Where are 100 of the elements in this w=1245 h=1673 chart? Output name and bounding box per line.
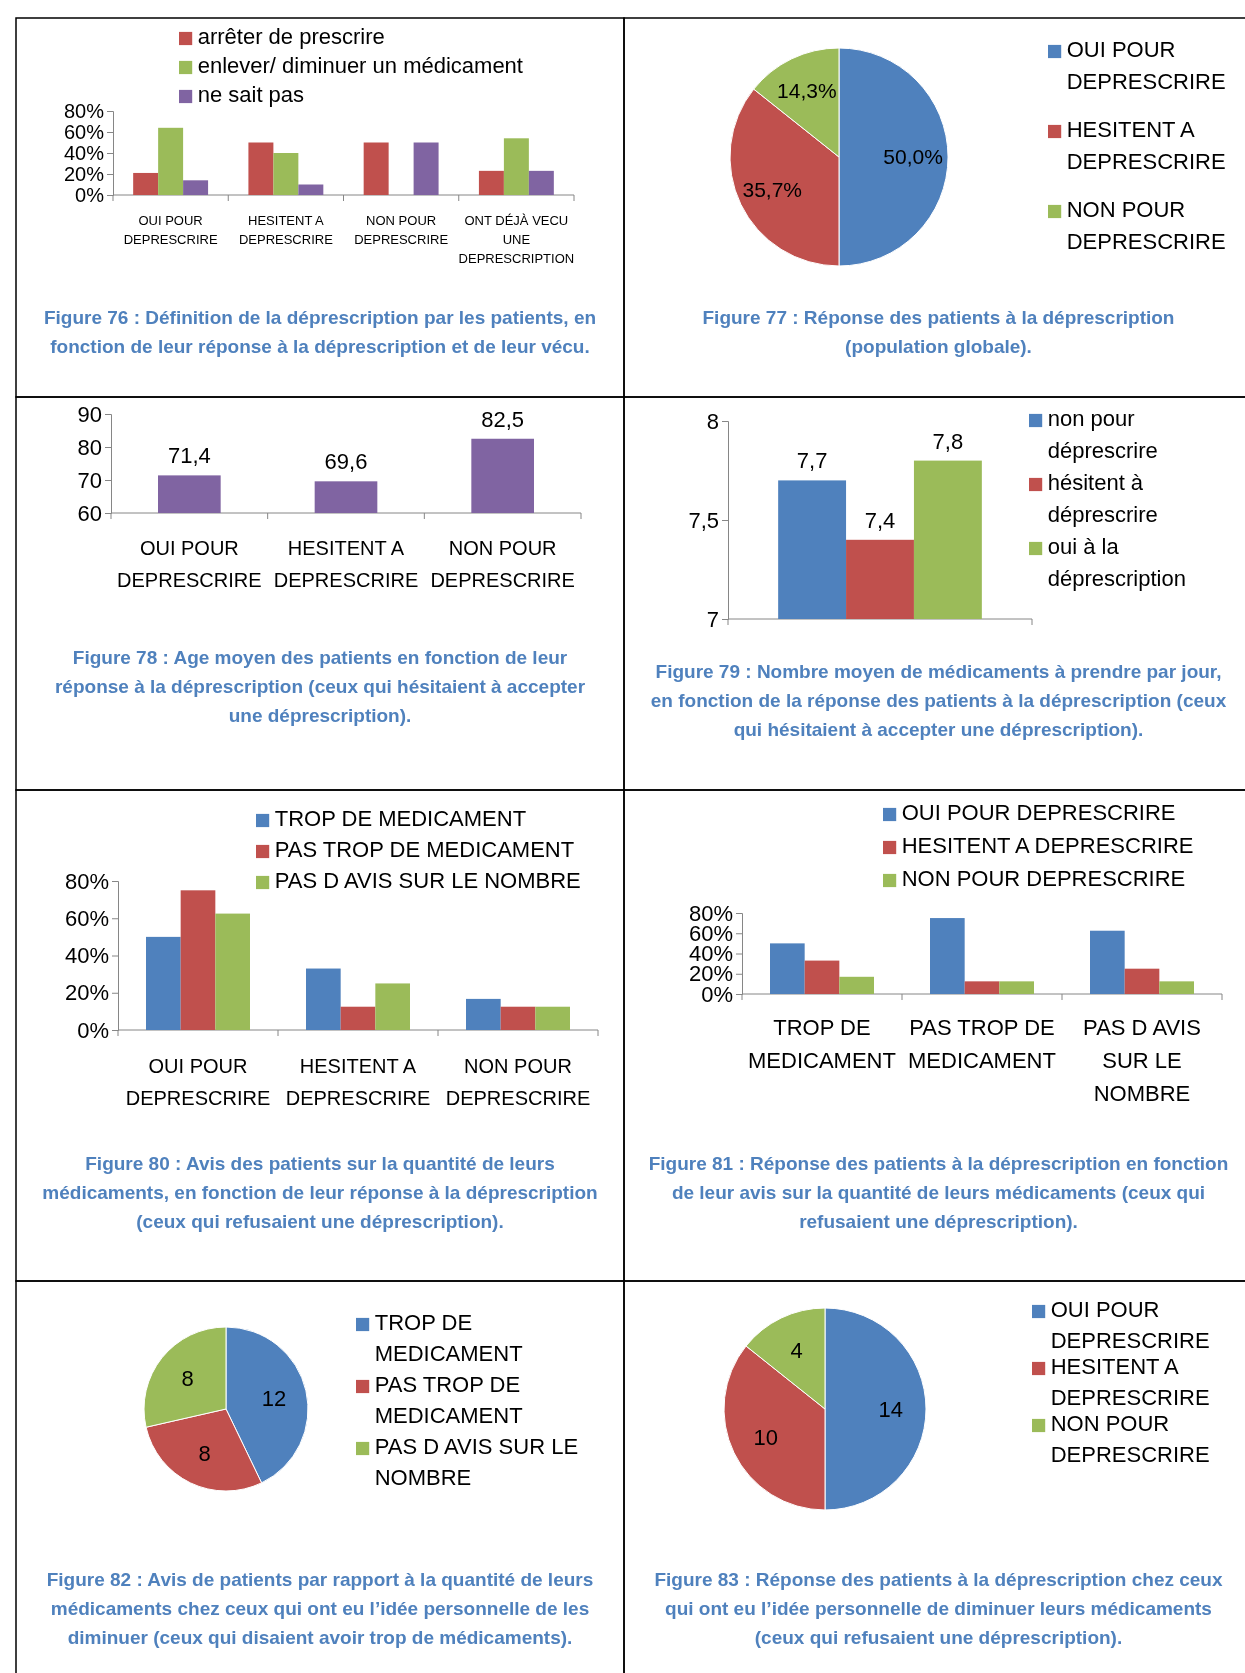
bar xyxy=(158,127,184,195)
y-tick-label: 8 xyxy=(706,408,719,434)
y-tick-label: 80% xyxy=(64,868,109,894)
legend-label: PAS TROP DE MEDICAMENT xyxy=(374,1372,523,1428)
y-tick-label: 40% xyxy=(64,943,109,969)
y-tick-label: 60% xyxy=(64,905,109,931)
data-label: 4 xyxy=(790,1337,803,1363)
bar xyxy=(500,1006,536,1030)
bar xyxy=(839,976,874,994)
data-label: 14,3% xyxy=(777,78,837,102)
bar xyxy=(413,142,439,195)
bar xyxy=(770,943,805,994)
legend-label: ne sait pas xyxy=(197,82,305,107)
text: Figure 79 : Nombre moyen de médicaments à prendre par jour, en fonction de la réponse des patients à la déprescription (ceux qui hésitaient à accepter une déprescription). xyxy=(650,661,1227,740)
legend-label: HESITENT A DEPRESCRIRE xyxy=(1050,1354,1210,1410)
y-tick-label: 70 xyxy=(77,467,102,493)
x-tick-label: TROP DE MEDICAMENT xyxy=(748,1015,896,1073)
bar xyxy=(478,170,504,195)
x-tick-label: HESITENT A DEPRESCRIRE xyxy=(273,537,419,591)
bar xyxy=(306,968,341,1030)
text: Figure 81 : Réponse des patients à la déprescription en fonction de leur avis sur la quantité de leurs médicaments (ceux qui refusaient une déprescription). xyxy=(648,1153,1229,1232)
legend-label: HESITENT A DEPRESCRIRE xyxy=(1066,117,1226,174)
data-label: 14 xyxy=(878,1396,903,1422)
data-label: 12 xyxy=(261,1385,287,1411)
data-label: 35,7% xyxy=(742,177,803,201)
text: Figure 82 : Avis de patients par rapport à la quantité de leurs médicaments chez ceux qui ont eu l’idée personnelle de les diminuer (ceux qui disaient avoir trop de médicaments). xyxy=(46,1569,594,1648)
x-tick-label: HESITENT A DEPRESCRIRE xyxy=(238,213,334,247)
bar xyxy=(215,913,250,1030)
bar xyxy=(535,1006,570,1030)
data-label: 69,6 xyxy=(324,449,368,475)
bar xyxy=(930,918,965,994)
y-tick-label: 7,5 xyxy=(688,507,719,533)
bar xyxy=(1159,981,1194,994)
bar xyxy=(1124,968,1160,994)
y-tick-label: 60 xyxy=(77,500,102,526)
legend-label: OUI POUR DEPRESCRIRE xyxy=(1066,37,1226,94)
y-tick-label: 7 xyxy=(706,606,719,632)
bar xyxy=(375,983,410,1030)
x-tick-label: NON POUR DEPRESCRIRE xyxy=(445,1055,591,1109)
data-label: 71,4 xyxy=(167,443,211,469)
legend-label: NON POUR DEPRESCRIRE xyxy=(901,866,1186,891)
bar xyxy=(466,998,501,1030)
y-tick-label: 80 xyxy=(77,434,102,460)
bar xyxy=(133,172,159,195)
bar xyxy=(804,960,840,994)
data-label: 7,8 xyxy=(932,428,964,454)
x-tick-label: NON POUR DEPRESCRIRE xyxy=(354,213,449,247)
bar xyxy=(528,170,554,195)
legend-label: arrêter de prescrire xyxy=(197,24,385,49)
bar xyxy=(273,153,299,195)
legend-label: NON POUR DEPRESCRIRE xyxy=(1050,1411,1210,1467)
bar xyxy=(183,180,209,195)
bar xyxy=(340,1006,376,1030)
data-label: 8 xyxy=(181,1366,194,1392)
bar xyxy=(298,184,324,195)
data-label: 10 xyxy=(753,1425,779,1451)
data-label: 7,4 xyxy=(864,507,896,533)
data-label: 82,5 xyxy=(481,406,525,432)
y-tick-label: 0% xyxy=(77,1017,109,1043)
bar xyxy=(180,890,216,1030)
text: Figure 77 : Réponse des patients à la déprescription (population globale). xyxy=(702,307,1175,357)
x-tick-label: OUI POUR DEPRESCRIRE xyxy=(125,1055,271,1109)
legend-label: HESITENT A DEPRESCRIRE xyxy=(901,833,1194,858)
data-label: 7,7 xyxy=(796,448,828,474)
legend-label: TROP DE MEDICAMENT xyxy=(274,806,527,831)
text: Figure 78 : Age moyen des patients en fonction de leur réponse à la déprescription (ceux qui hésitaient à accepter une déprescription). xyxy=(54,647,586,726)
bar xyxy=(503,138,529,195)
x-tick-label: HESITENT A DEPRESCRIRE xyxy=(285,1055,431,1109)
text: Figure 83 : Réponse des patients à la déprescription chez ceux qui ont eu l’idée personnelle de diminuer leurs médicaments (ceux qui refusaient une déprescription). xyxy=(654,1569,1223,1648)
y-tick-label: 60% xyxy=(63,120,105,143)
text: Figure 76 : Définition de la déprescription par les patients, en fonction de leur réponse à la déprescription et de leur vécu. xyxy=(43,307,597,357)
bar xyxy=(363,142,389,195)
bar xyxy=(999,981,1034,994)
x-tick-label: PAS TROP DE MEDICAMENT xyxy=(908,1015,1056,1073)
legend-label: PAS TROP DE MEDICAMENT xyxy=(274,837,575,862)
y-tick-label: 40% xyxy=(63,141,105,164)
legend-label: enlever/ diminuer un médicament xyxy=(197,53,523,78)
y-tick-label: 0% xyxy=(75,183,105,206)
legend-label: OUI POUR DEPRESCRIRE xyxy=(1050,1297,1210,1353)
y-tick-label: 80% xyxy=(63,99,105,122)
data-label: 50,0% xyxy=(883,145,943,169)
legend-label: TROP DE MEDICAMENT xyxy=(374,1310,523,1366)
legend-label: PAS D AVIS SUR LE NOMBRE xyxy=(274,868,581,893)
y-tick-label: 20% xyxy=(64,980,109,1006)
text: Figure 80 : Avis des patients sur la quantité de leurs médicaments, en fonction de leur réponse à la déprescription (ceux qui refusaient une déprescription). xyxy=(42,1153,598,1232)
y-tick-label: 90 xyxy=(77,401,102,427)
x-tick-label: PAS D AVIS SUR LE NOMBRE xyxy=(1083,1015,1201,1106)
x-tick-label: NON POUR DEPRESCRIRE xyxy=(430,537,575,591)
x-tick-label: OUI POUR DEPRESCRIRE xyxy=(117,537,262,591)
legend-label: OUI POUR DEPRESCRIRE xyxy=(901,800,1176,825)
legend-label: oui à la déprescription xyxy=(1047,534,1186,591)
bar xyxy=(146,936,181,1030)
data-label: 8 xyxy=(198,1441,211,1467)
legend-label: PAS D AVIS SUR LE NOMBRE xyxy=(374,1434,579,1490)
bar xyxy=(248,142,274,195)
bar xyxy=(964,981,1000,994)
bar xyxy=(1090,930,1125,994)
x-tick-label: OUI POUR DEPRESCRIRE xyxy=(123,213,218,247)
y-tick-label: 20% xyxy=(63,162,105,185)
x-tick-label: ONT DÉJÀ VECU UNE DEPRESCRIPTION xyxy=(458,213,575,266)
